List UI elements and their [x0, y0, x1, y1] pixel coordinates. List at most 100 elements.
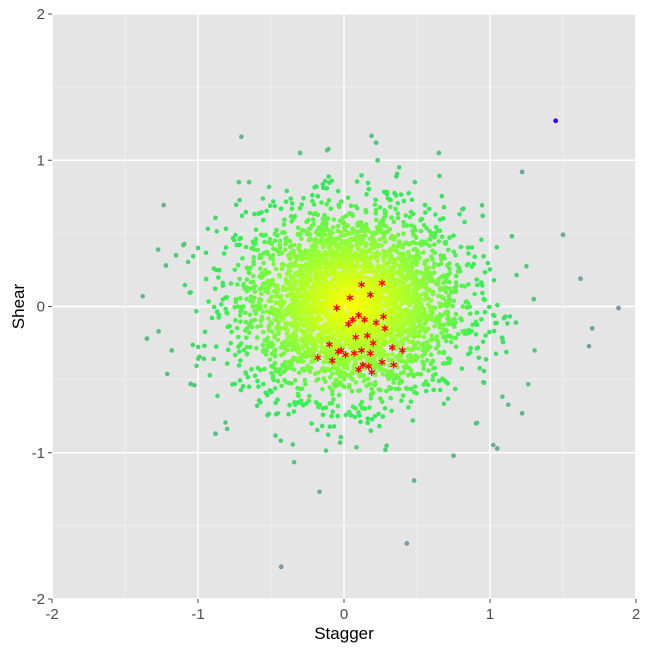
cloud-point	[368, 241, 374, 247]
cloud-point	[416, 323, 422, 329]
scatter-point	[278, 564, 284, 570]
cloud-point	[377, 205, 383, 210]
cloud-point	[300, 359, 306, 364]
cloud-point	[251, 246, 257, 252]
cloud-point	[373, 197, 378, 203]
cloud-point	[320, 245, 326, 250]
cloud-point	[435, 228, 441, 233]
cloud-point	[409, 359, 415, 364]
cloud-point	[254, 324, 260, 330]
cloud-point	[269, 294, 275, 300]
cloud-point	[309, 421, 314, 426]
cloud-point	[252, 317, 258, 323]
cloud-point	[289, 206, 295, 212]
cloud-point	[238, 236, 243, 241]
cloud-point	[265, 342, 271, 348]
cloud-point	[393, 206, 398, 212]
cloud-point	[270, 257, 276, 262]
cloud-point	[391, 380, 397, 385]
cloud-point	[355, 223, 360, 228]
cloud-point	[251, 262, 256, 267]
cloud-point	[410, 228, 415, 234]
cloud-point	[434, 334, 440, 339]
cloud-point	[258, 266, 263, 271]
cloud-point	[264, 348, 269, 354]
cloud-point	[382, 266, 387, 272]
cloud-point	[269, 340, 274, 345]
cloud-point	[279, 266, 285, 271]
cloud-point	[251, 254, 257, 260]
cloud-point	[410, 339, 416, 345]
cloud-point	[487, 267, 493, 272]
cloud-point	[363, 244, 368, 249]
cloud-point	[258, 367, 263, 373]
cloud-point	[482, 309, 488, 315]
cloud-point	[201, 356, 207, 362]
cloud-point	[382, 239, 388, 245]
scatter-point	[188, 381, 194, 387]
cloud-point	[343, 228, 348, 233]
cloud-point	[408, 399, 414, 405]
cloud-point	[441, 334, 447, 339]
cloud-point	[261, 260, 266, 266]
cloud-point	[374, 217, 379, 223]
cloud-point	[297, 232, 302, 238]
cloud-point	[259, 314, 265, 320]
cloud-point	[376, 387, 382, 392]
cloud-point	[244, 277, 250, 282]
cloud-point	[352, 414, 358, 420]
cloud-point	[272, 333, 277, 338]
cloud-point	[202, 329, 208, 335]
cloud-point	[373, 211, 379, 216]
cloud-point	[260, 309, 266, 315]
cloud-point	[391, 376, 396, 382]
cloud-point	[291, 367, 297, 372]
cloud-point	[214, 229, 219, 234]
scatter-point	[494, 446, 500, 451]
cloud-point	[309, 258, 315, 263]
cloud-point	[260, 342, 266, 348]
cloud-point	[446, 279, 452, 285]
cloud-point	[263, 232, 269, 238]
x-tick-label: -1	[191, 606, 204, 623]
cloud-point	[213, 267, 219, 273]
cloud-point	[278, 297, 284, 303]
cloud-point	[272, 386, 278, 391]
cloud-point	[299, 236, 304, 242]
scatter-point	[553, 118, 559, 124]
cloud-point	[275, 283, 280, 288]
cloud-point	[448, 289, 454, 295]
cloud-point	[370, 390, 376, 396]
cloud-point	[298, 328, 304, 333]
cloud-point	[434, 281, 439, 287]
cloud-point	[322, 345, 327, 351]
cloud-point	[491, 278, 497, 283]
cloud-point	[238, 341, 244, 346]
cloud-point	[290, 442, 296, 447]
cloud-point	[398, 258, 404, 264]
cloud-point	[238, 358, 243, 363]
scatter-point	[519, 169, 525, 175]
cloud-point	[513, 320, 519, 325]
cloud-point	[252, 211, 257, 217]
cloud-point	[385, 357, 391, 363]
cloud-point	[395, 201, 401, 206]
cloud-point	[279, 294, 284, 299]
cloud-point	[228, 281, 234, 286]
cloud-point	[270, 277, 276, 283]
cloud-point	[416, 333, 422, 339]
cloud-point	[439, 193, 445, 199]
scatter-point	[163, 263, 169, 268]
cloud-point	[383, 224, 389, 229]
cloud-point	[426, 206, 432, 212]
cloud-point	[321, 185, 326, 191]
cloud-point	[434, 346, 439, 351]
cloud-point	[397, 273, 403, 279]
cloud-point	[388, 395, 394, 401]
cloud-point	[307, 393, 312, 399]
cloud-point	[431, 265, 436, 270]
cloud-point	[282, 247, 288, 252]
cloud-point	[409, 223, 414, 228]
cloud-point	[266, 184, 272, 190]
cloud-point	[254, 346, 259, 351]
